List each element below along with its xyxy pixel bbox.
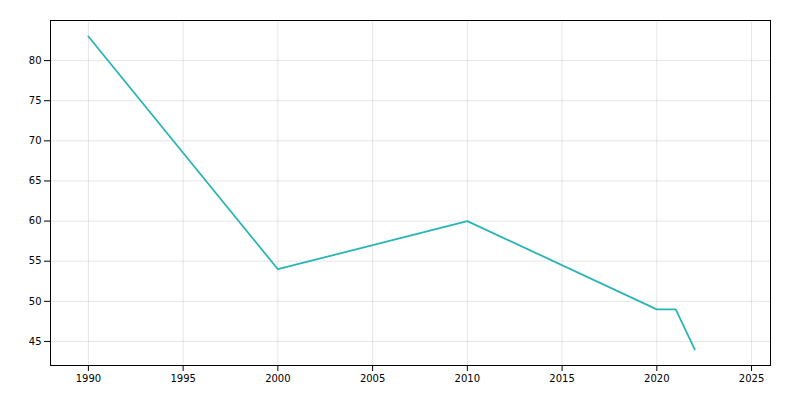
svg-text:60: 60 — [29, 215, 42, 226]
svg-text:2010: 2010 — [455, 373, 480, 384]
svg-text:1995: 1995 — [170, 373, 195, 384]
svg-text:2000: 2000 — [265, 373, 290, 384]
svg-text:70: 70 — [29, 135, 42, 146]
svg-text:55: 55 — [29, 255, 42, 266]
svg-text:1990: 1990 — [76, 373, 101, 384]
svg-text:2020: 2020 — [644, 373, 669, 384]
svg-text:80: 80 — [29, 55, 42, 66]
svg-text:2015: 2015 — [549, 373, 574, 384]
svg-text:65: 65 — [29, 175, 42, 186]
svg-text:2025: 2025 — [739, 373, 764, 384]
svg-text:75: 75 — [29, 95, 42, 106]
svg-text:2005: 2005 — [360, 373, 385, 384]
svg-text:50: 50 — [29, 296, 42, 307]
svg-text:45: 45 — [29, 336, 42, 347]
